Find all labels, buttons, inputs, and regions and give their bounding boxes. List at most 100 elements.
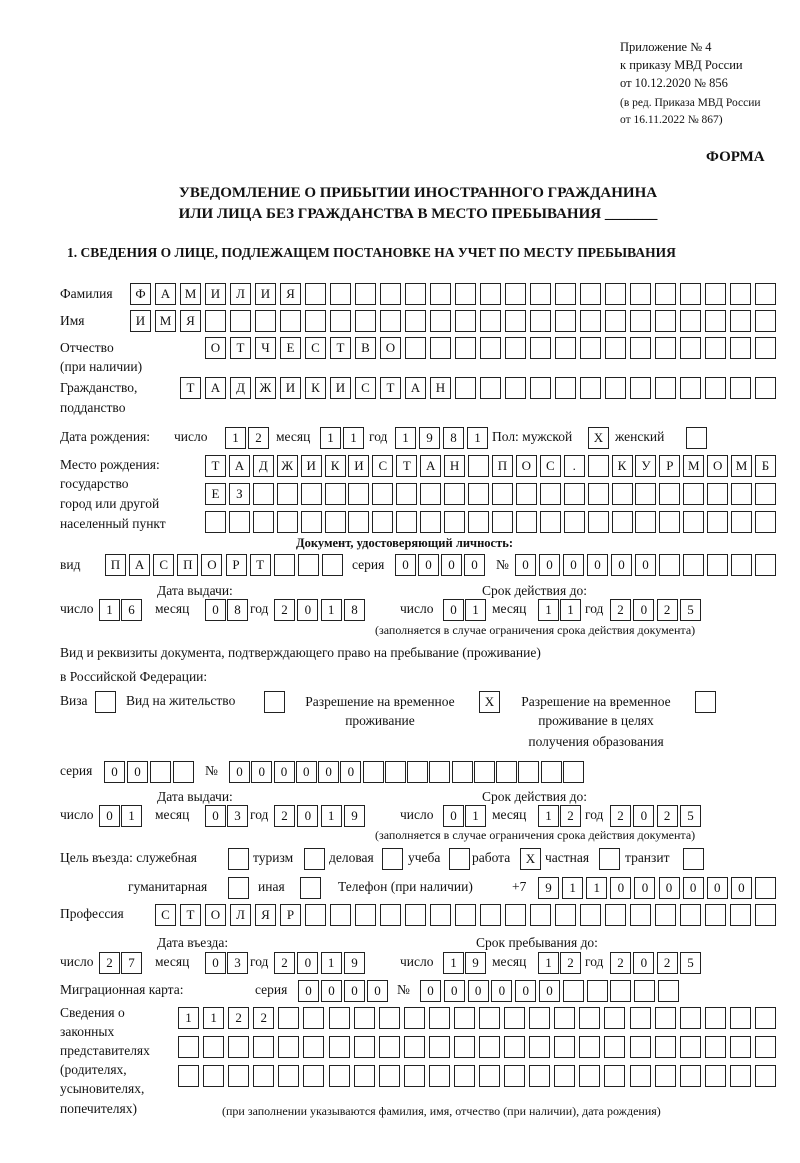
char-box[interactable]: Т <box>180 377 201 399</box>
char-box[interactable]: 2 <box>99 952 120 974</box>
char-box[interactable] <box>328 1036 350 1058</box>
char-box[interactable] <box>252 483 274 505</box>
char-box[interactable]: 0 <box>633 599 655 621</box>
char-box[interactable]: С <box>355 377 376 399</box>
char-box[interactable]: Т <box>249 554 271 576</box>
char-box[interactable] <box>305 904 326 926</box>
char-box[interactable]: 0 <box>318 761 340 783</box>
char-box[interactable] <box>428 1065 450 1087</box>
char-box[interactable] <box>300 483 322 505</box>
checkbox[interactable]: X <box>588 427 609 449</box>
char-box[interactable] <box>635 483 657 505</box>
char-box[interactable]: 0 <box>297 805 319 827</box>
char-box[interactable]: 0 <box>635 554 656 576</box>
char-box[interactable] <box>635 511 657 533</box>
char-box[interactable] <box>755 1007 776 1029</box>
char-box[interactable]: 0 <box>587 554 608 576</box>
char-box[interactable] <box>491 511 513 533</box>
char-box[interactable] <box>353 1007 375 1029</box>
char-box[interactable] <box>705 337 726 359</box>
char-box[interactable] <box>705 283 726 305</box>
char-box[interactable] <box>605 310 626 332</box>
char-box[interactable] <box>403 1036 425 1058</box>
char-box[interactable]: 0 <box>634 877 656 899</box>
char-box[interactable] <box>530 904 551 926</box>
char-box[interactable] <box>228 1036 250 1058</box>
char-box[interactable] <box>605 377 626 399</box>
char-box[interactable] <box>505 337 526 359</box>
char-box[interactable] <box>228 511 250 533</box>
char-box[interactable]: 6 <box>121 599 142 621</box>
char-box[interactable] <box>205 310 226 332</box>
char-box[interactable]: 0 <box>395 554 416 576</box>
char-box[interactable] <box>330 310 351 332</box>
char-box[interactable]: С <box>153 554 175 576</box>
char-box[interactable] <box>468 511 490 533</box>
char-box[interactable] <box>178 1065 199 1087</box>
char-box[interactable]: Р <box>659 455 681 477</box>
char-box[interactable] <box>580 377 601 399</box>
checkbox[interactable] <box>228 848 249 870</box>
checkbox[interactable] <box>264 691 285 713</box>
char-box[interactable] <box>539 483 561 505</box>
char-box[interactable]: 0 <box>706 877 728 899</box>
char-box[interactable] <box>429 761 451 783</box>
char-box[interactable]: 3 <box>227 805 248 827</box>
char-box[interactable]: 1 <box>343 427 364 449</box>
char-box[interactable] <box>504 1007 526 1029</box>
char-box[interactable] <box>348 483 370 505</box>
char-box[interactable] <box>755 511 776 533</box>
char-box[interactable] <box>300 511 322 533</box>
char-box[interactable]: Т <box>205 455 226 477</box>
checkbox[interactable] <box>382 848 403 870</box>
char-box[interactable] <box>611 511 633 533</box>
char-box[interactable] <box>655 904 676 926</box>
char-box[interactable] <box>362 761 384 783</box>
char-box[interactable]: 0 <box>99 805 120 827</box>
char-box[interactable]: Н <box>444 455 466 477</box>
char-box[interactable] <box>630 337 651 359</box>
char-box[interactable] <box>587 455 609 477</box>
char-box[interactable] <box>378 1065 400 1087</box>
char-box[interactable] <box>355 283 376 305</box>
char-box[interactable] <box>587 483 609 505</box>
char-box[interactable]: 0 <box>443 980 465 1002</box>
char-box[interactable] <box>731 554 752 576</box>
char-box[interactable] <box>555 377 576 399</box>
char-box[interactable]: Е <box>280 337 301 359</box>
char-box[interactable] <box>491 483 513 505</box>
char-box[interactable] <box>280 310 301 332</box>
char-box[interactable]: 1 <box>121 805 142 827</box>
char-box[interactable] <box>403 1065 425 1087</box>
char-box[interactable]: 0 <box>295 761 317 783</box>
char-box[interactable] <box>480 310 501 332</box>
char-box[interactable] <box>255 310 276 332</box>
char-box[interactable]: 0 <box>682 877 704 899</box>
char-box[interactable] <box>630 310 651 332</box>
char-box[interactable] <box>587 511 609 533</box>
char-box[interactable]: 1 <box>538 599 559 621</box>
char-box[interactable] <box>173 761 194 783</box>
char-box[interactable] <box>203 1036 225 1058</box>
char-box[interactable]: О <box>205 337 226 359</box>
char-box[interactable] <box>579 1036 601 1058</box>
char-box[interactable] <box>704 1065 726 1087</box>
char-box[interactable]: 0 <box>340 761 362 783</box>
char-box[interactable]: Р <box>225 554 247 576</box>
char-box[interactable]: С <box>372 455 394 477</box>
char-box[interactable] <box>730 377 751 399</box>
char-box[interactable]: 0 <box>491 980 513 1002</box>
char-box[interactable]: О <box>515 455 537 477</box>
char-box[interactable] <box>505 310 526 332</box>
char-box[interactable]: 8 <box>443 427 464 449</box>
char-box[interactable]: 0 <box>610 877 632 899</box>
char-box[interactable]: Р <box>280 904 301 926</box>
char-box[interactable] <box>505 904 526 926</box>
char-box[interactable]: О <box>380 337 401 359</box>
char-box[interactable] <box>428 1036 450 1058</box>
checkbox[interactable] <box>300 877 321 899</box>
char-box[interactable]: 1 <box>467 427 488 449</box>
char-box[interactable] <box>253 1065 275 1087</box>
char-box[interactable]: 2 <box>610 805 631 827</box>
char-box[interactable]: У <box>635 455 657 477</box>
